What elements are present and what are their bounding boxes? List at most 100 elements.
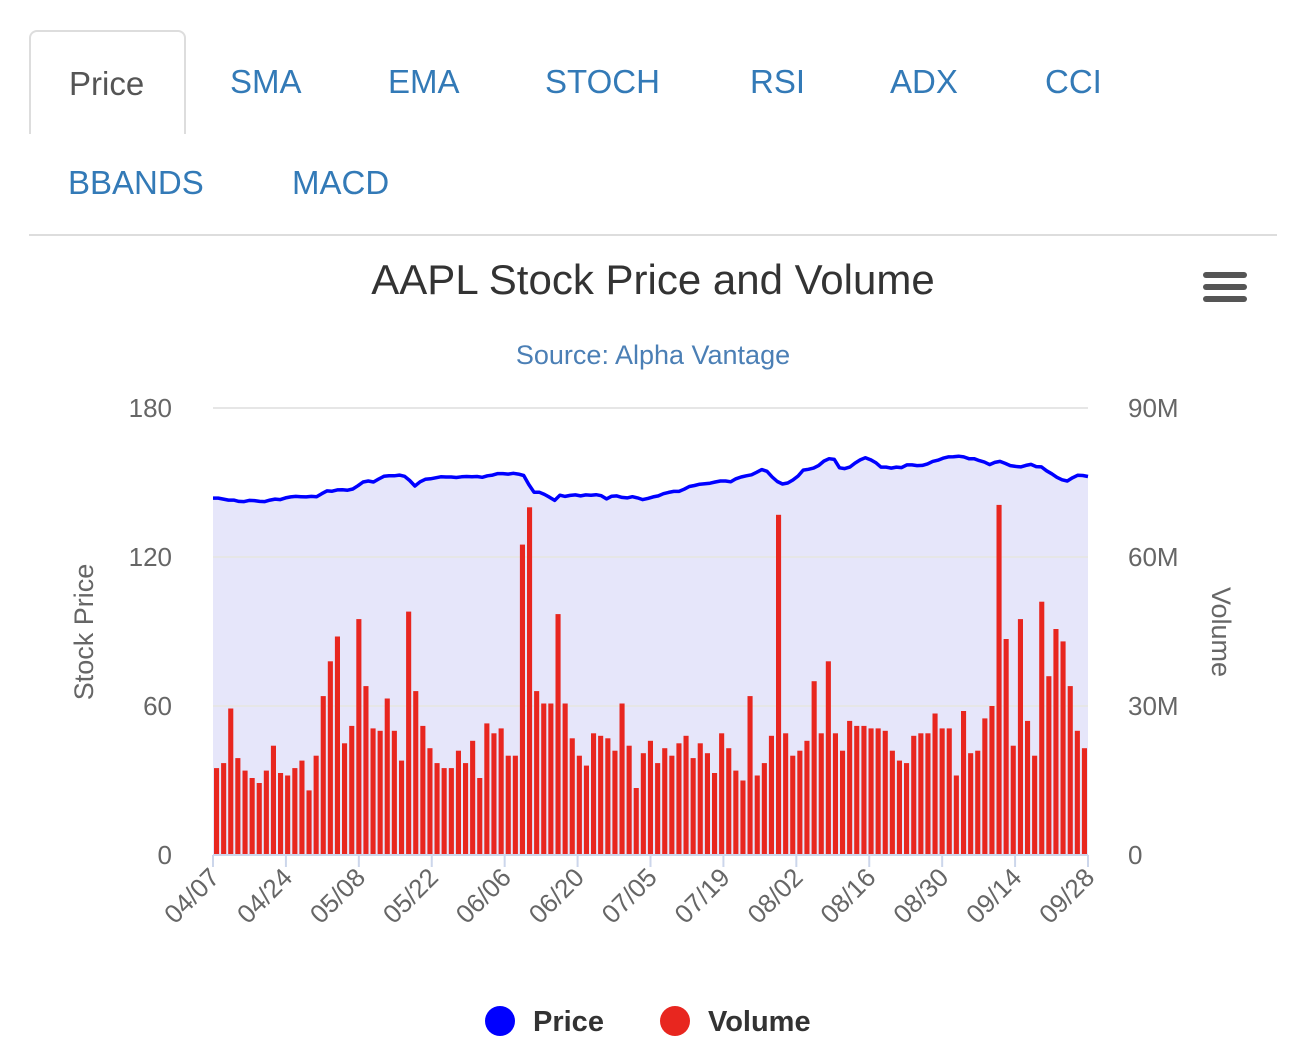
volume-bar bbox=[484, 723, 490, 855]
volume-bar bbox=[334, 636, 340, 855]
volume-bar bbox=[527, 507, 533, 855]
volume-bar bbox=[427, 748, 433, 855]
volume-bar bbox=[384, 698, 390, 855]
volume-bar bbox=[342, 743, 348, 856]
volume-bar bbox=[847, 720, 853, 855]
volume-bar bbox=[534, 691, 540, 855]
volume-bar bbox=[1017, 619, 1023, 855]
volume-bar bbox=[911, 735, 917, 855]
volume-bar bbox=[569, 738, 575, 855]
volume-bar bbox=[946, 728, 952, 855]
volume-bar bbox=[491, 733, 497, 855]
x-tick-label: 08/16 bbox=[814, 862, 881, 929]
tab-sma[interactable]: SMA bbox=[230, 63, 302, 100]
volume-bar bbox=[975, 750, 981, 855]
volume-bar bbox=[242, 770, 248, 855]
volume-bar bbox=[1074, 730, 1080, 855]
y-tick-right: 0 bbox=[1128, 840, 1142, 870]
volume-bar bbox=[363, 686, 369, 855]
volume-bar bbox=[292, 768, 298, 855]
volume-bar bbox=[263, 770, 269, 855]
volume-bar bbox=[235, 758, 241, 855]
y-tick-left: 180 bbox=[129, 393, 172, 423]
tab-ema[interactable]: EMA bbox=[388, 63, 460, 100]
volume-bar bbox=[818, 733, 824, 855]
volume-bar bbox=[633, 788, 639, 855]
volume-bar bbox=[477, 778, 483, 855]
y-tick-right: 30M bbox=[1128, 691, 1179, 721]
volume-bar bbox=[619, 703, 625, 855]
x-tick-label: 08/30 bbox=[887, 862, 954, 929]
volume-bar bbox=[349, 725, 355, 855]
volume-bar bbox=[768, 735, 774, 855]
chart-subtitle: Source: Alpha Vantage bbox=[516, 340, 790, 370]
volume-bar bbox=[747, 696, 753, 855]
tab-rsi[interactable]: RSI bbox=[750, 63, 806, 100]
volume-bar bbox=[1010, 745, 1016, 855]
volume-bar bbox=[320, 696, 326, 855]
legend-price-label: Price bbox=[533, 1006, 604, 1038]
volume-bar bbox=[968, 753, 974, 855]
volume-bar bbox=[932, 713, 938, 855]
volume-bar bbox=[1039, 601, 1045, 855]
volume-bar bbox=[434, 763, 440, 855]
y-axis-right-label: Volume bbox=[1206, 587, 1236, 677]
volume-bar bbox=[555, 614, 561, 855]
volume-bar bbox=[448, 768, 454, 855]
volume-bar bbox=[655, 763, 661, 855]
volume-bar bbox=[327, 661, 333, 855]
y-tick-left: 120 bbox=[129, 542, 172, 572]
volume-bar bbox=[399, 760, 405, 855]
y-tick-left: 0 bbox=[158, 840, 172, 870]
volume-bar bbox=[377, 730, 383, 855]
volume-bar bbox=[776, 514, 782, 855]
tab-cci[interactable]: CCI bbox=[1045, 63, 1102, 100]
volume-bar bbox=[548, 703, 554, 855]
volume-bar bbox=[221, 763, 227, 855]
legend: Price Volume bbox=[485, 1006, 811, 1038]
volume-bar bbox=[754, 775, 760, 855]
volume-bar bbox=[861, 725, 867, 855]
volume-bar bbox=[840, 750, 846, 855]
legend-item-price[interactable]: Price bbox=[485, 1006, 604, 1038]
x-tick-label: 06/20 bbox=[523, 862, 590, 929]
tab-price[interactable]: Price bbox=[29, 30, 186, 134]
volume-bar bbox=[299, 760, 305, 855]
volume-bar bbox=[455, 750, 461, 855]
x-tick-label: 07/05 bbox=[596, 862, 663, 929]
volume-bar bbox=[797, 750, 803, 855]
volume-bar bbox=[875, 728, 881, 855]
volume-bar bbox=[413, 691, 419, 855]
volume-bar bbox=[598, 735, 604, 855]
volume-bar bbox=[512, 755, 518, 855]
volume-bar bbox=[356, 619, 362, 855]
volume-bar bbox=[583, 765, 589, 855]
volume-bar bbox=[214, 768, 220, 855]
volume-bar bbox=[441, 768, 447, 855]
x-tick-label: 09/28 bbox=[1033, 862, 1100, 929]
volume-bar bbox=[669, 755, 675, 855]
volume-bar bbox=[306, 790, 312, 855]
x-tick-label: 08/02 bbox=[741, 862, 808, 929]
tab-bbands[interactable]: BBANDS bbox=[68, 164, 204, 201]
x-tick-label: 05/22 bbox=[377, 862, 444, 929]
volume-bar bbox=[690, 758, 696, 855]
volume-bar bbox=[989, 706, 995, 855]
volume-bar bbox=[811, 681, 817, 855]
volume-bar bbox=[1032, 755, 1038, 855]
volume-bar bbox=[647, 740, 653, 855]
legend-item-volume[interactable]: Volume bbox=[660, 1006, 811, 1038]
volume-bar bbox=[676, 743, 682, 856]
volume-bar bbox=[704, 753, 710, 855]
tab-macd[interactable]: MACD bbox=[292, 164, 390, 201]
volume-bar bbox=[719, 733, 725, 855]
hamburger-icon[interactable] bbox=[1203, 272, 1247, 302]
tab-stoch[interactable]: STOCH bbox=[545, 63, 660, 100]
volume-bar bbox=[391, 730, 397, 855]
tab-adx[interactable]: ADX bbox=[890, 63, 958, 100]
volume-bar bbox=[420, 725, 426, 855]
y-axis-left-label: Stock Price bbox=[69, 564, 99, 701]
volume-bar bbox=[270, 745, 276, 855]
x-tick-label: 07/19 bbox=[668, 862, 735, 929]
